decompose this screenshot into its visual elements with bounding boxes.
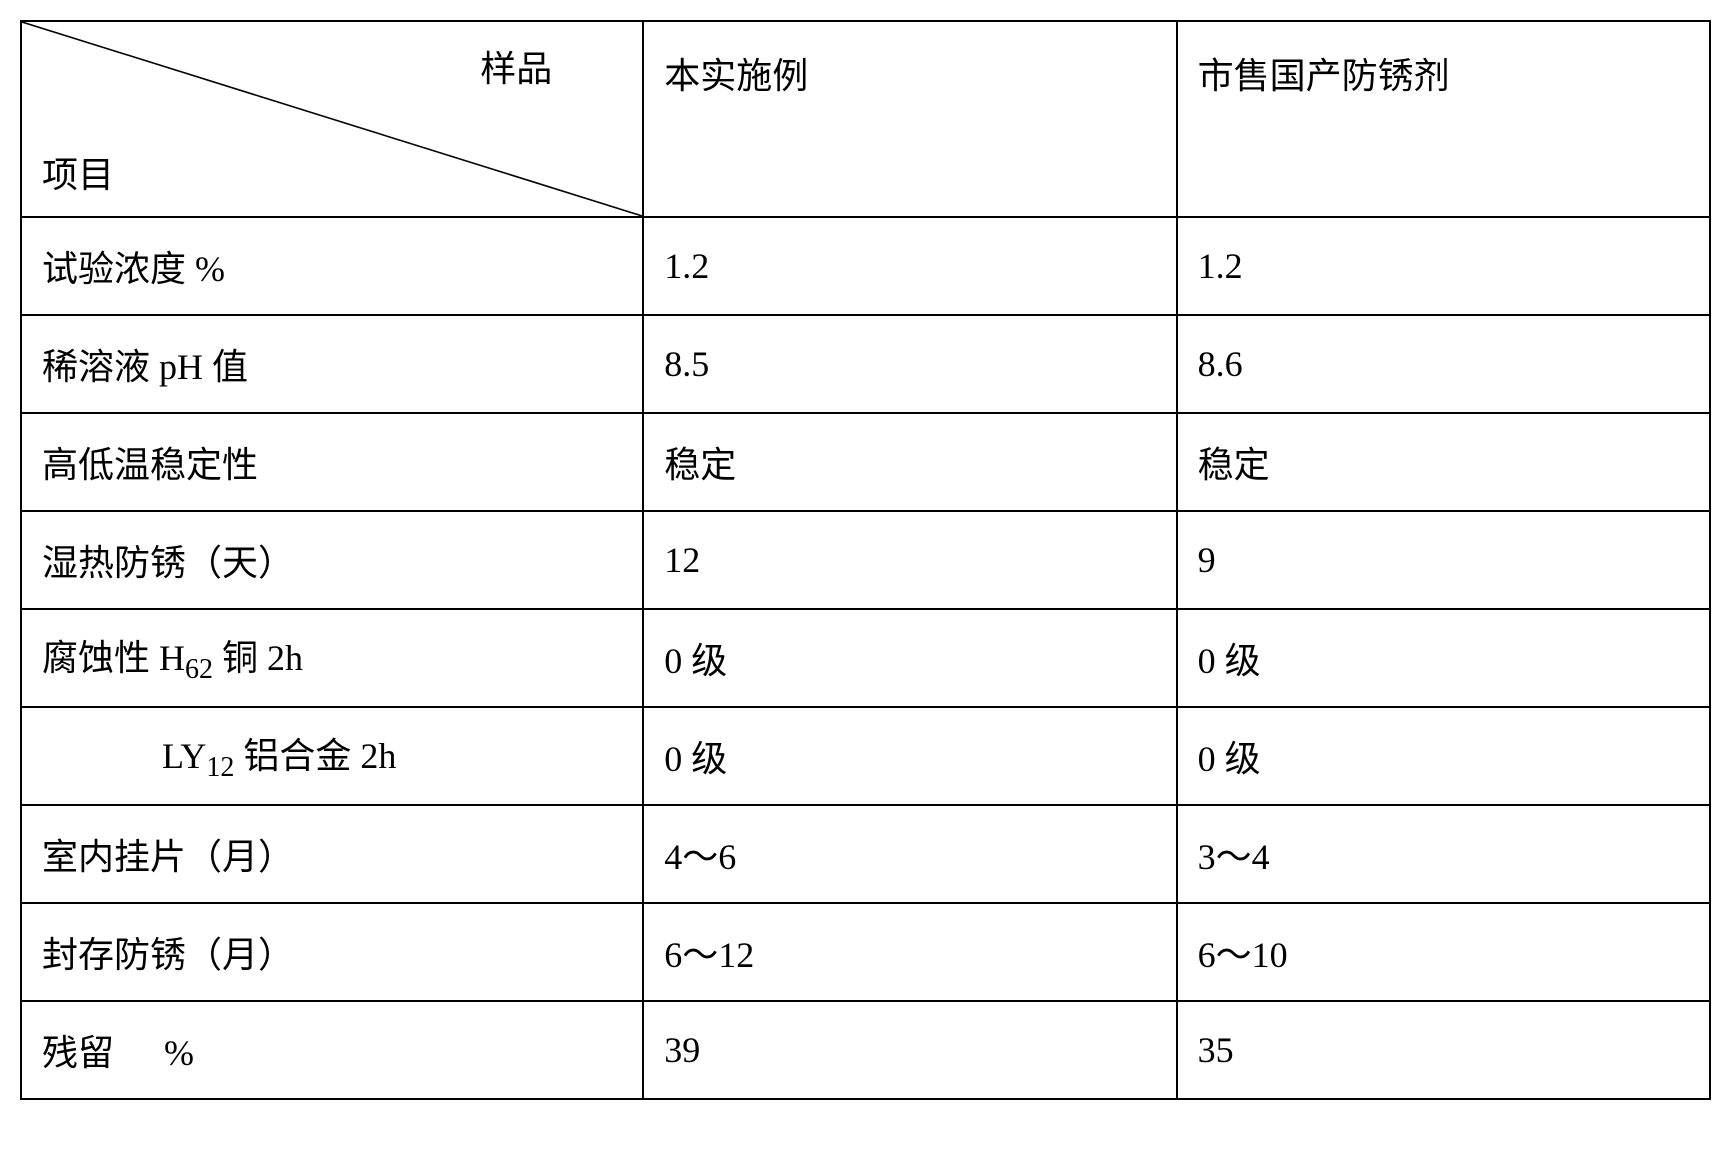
table-row: 腐蚀性 H62 铜 2h 0 级 0 级 [21, 609, 1710, 707]
header-row: 样品 项目 本实施例 市售国产防锈剂 [21, 21, 1710, 217]
header-col2: 本实施例 [643, 21, 1176, 217]
header-col3: 市售国产防锈剂 [1177, 21, 1710, 217]
cell-value: 4～6 [643, 805, 1176, 903]
table-row: 室内挂片（月） 4～6 3～4 [21, 805, 1710, 903]
cell-value: 8.5 [643, 315, 1176, 413]
table-row: 封存防锈（月） 6～12 6～10 [21, 903, 1710, 1001]
table-row: 湿热防锈（天） 12 9 [21, 511, 1710, 609]
cell-value: 1.2 [643, 217, 1176, 315]
row-label: 湿热防锈（天） [21, 511, 643, 609]
cell-value: 稳定 [1177, 413, 1710, 511]
table-row: 稀溶液 pH 值 8.5 8.6 [21, 315, 1710, 413]
label-suffix: 铜 2h [213, 638, 303, 678]
row-label: 封存防锈（月） [21, 903, 643, 1001]
cell-value: 39 [643, 1001, 1176, 1099]
cell-value: 0 级 [1177, 609, 1710, 707]
cell-value: 8.6 [1177, 315, 1710, 413]
label-suffix: 铝合金 2h [234, 736, 396, 776]
label-prefix: LY [162, 736, 206, 776]
table-row: 试验浓度 % 1.2 1.2 [21, 217, 1710, 315]
label-subscript: 62 [185, 655, 213, 686]
header-sample-label: 样品 [480, 40, 552, 92]
comparison-table-container: 样品 项目 本实施例 市售国产防锈剂 试验浓度 % 1.2 1.2 稀溶液 pH… [20, 20, 1711, 1100]
table-row: 残留% 39 35 [21, 1001, 1710, 1099]
label-part-2: % [164, 1033, 194, 1073]
label-part-1: 残留 [42, 1033, 114, 1073]
cell-value: 3～4 [1177, 805, 1710, 903]
cell-value: 1.2 [1177, 217, 1710, 315]
row-label: 高低温稳定性 [21, 413, 643, 511]
cell-value: 0 级 [1177, 707, 1710, 805]
table-row: 高低温稳定性 稳定 稳定 [21, 413, 1710, 511]
cell-value: 稳定 [643, 413, 1176, 511]
cell-value: 35 [1177, 1001, 1710, 1099]
row-label: 试验浓度 % [21, 217, 643, 315]
row-label: 室内挂片（月） [21, 805, 643, 903]
row-label-corrosion-copper: 腐蚀性 H62 铜 2h [21, 609, 643, 707]
row-label-corrosion-aluminum: LY12 铝合金 2h [21, 707, 643, 805]
row-label: 稀溶液 pH 值 [21, 315, 643, 413]
cell-value: 6～12 [643, 903, 1176, 1001]
label-subscript: 12 [206, 753, 234, 784]
label-prefix: 腐蚀性 H [42, 638, 185, 678]
cell-value: 0 级 [643, 609, 1176, 707]
table-row: LY12 铝合金 2h 0 级 0 级 [21, 707, 1710, 805]
header-item-label: 项目 [42, 146, 114, 198]
cell-value: 12 [643, 511, 1176, 609]
cell-value: 6～10 [1177, 903, 1710, 1001]
row-label-residue: 残留% [21, 1001, 643, 1099]
diagonal-header-cell: 样品 项目 [21, 21, 643, 217]
cell-value: 9 [1177, 511, 1710, 609]
comparison-table: 样品 项目 本实施例 市售国产防锈剂 试验浓度 % 1.2 1.2 稀溶液 pH… [20, 20, 1711, 1100]
cell-value: 0 级 [643, 707, 1176, 805]
